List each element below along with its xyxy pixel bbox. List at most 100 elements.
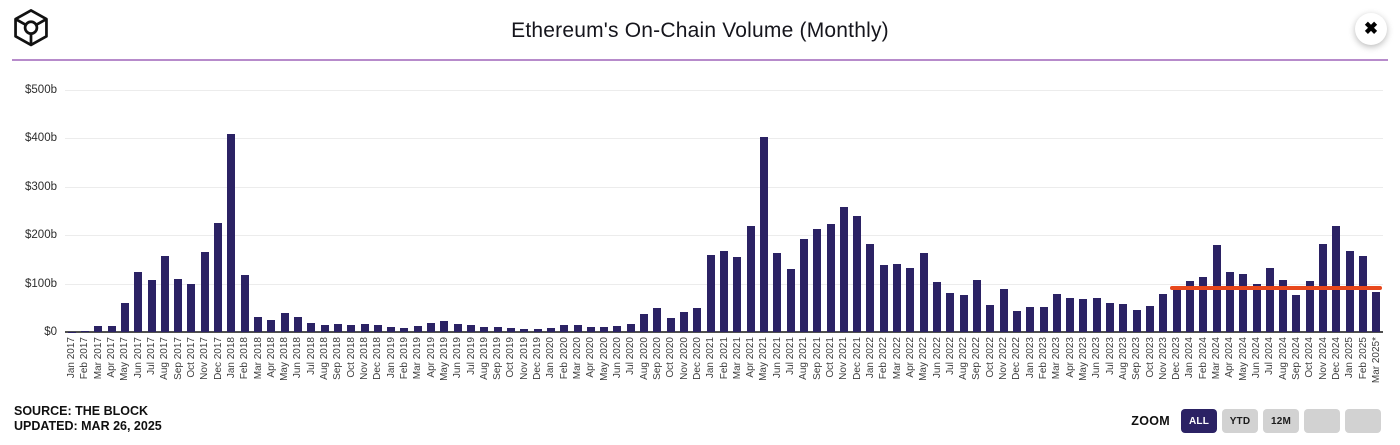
bar-dec-2020[interactable] — [693, 307, 702, 332]
bar-jul-2024[interactable] — [1265, 268, 1274, 332]
bar-sep-2020[interactable] — [653, 308, 662, 332]
bar-aug-2019[interactable] — [480, 326, 489, 332]
bar-mar-2023[interactable] — [1052, 294, 1061, 332]
bar-jan-2020[interactable] — [546, 327, 555, 332]
zoom-button-4[interactable] — [1304, 409, 1340, 433]
bar-feb-2020[interactable] — [560, 324, 569, 332]
bar-mar-2019[interactable] — [413, 326, 422, 332]
bar-jul-2019[interactable] — [467, 325, 476, 332]
bar-jan-2025[interactable] — [1345, 250, 1354, 332]
bar-aug-2017[interactable] — [160, 256, 169, 332]
bar-mar-2022[interactable] — [893, 264, 902, 332]
bar-nov-2018[interactable] — [360, 323, 369, 332]
bar-sep-2017[interactable] — [174, 279, 183, 332]
zoom-button-12m[interactable]: 12M — [1263, 409, 1299, 433]
bar-jul-2017[interactable] — [147, 280, 156, 332]
bar-apr-2024[interactable] — [1225, 272, 1234, 332]
bar-sep-2022[interactable] — [972, 279, 981, 332]
bar-jan-2019[interactable] — [387, 327, 396, 332]
bar-dec-2023[interactable] — [1172, 287, 1181, 332]
bar-feb-2021[interactable] — [720, 250, 728, 332]
bar-jan-2021[interactable] — [706, 255, 715, 332]
bar-oct-2017[interactable] — [187, 284, 196, 332]
bar-apr-2023[interactable] — [1066, 297, 1075, 332]
zoom-button-5[interactable] — [1345, 409, 1381, 433]
bar-nov-2020[interactable] — [680, 311, 689, 332]
bar-feb-2017[interactable] — [80, 331, 89, 332]
bar-aug-2021[interactable] — [799, 239, 808, 332]
bar-dec-2017[interactable] — [214, 223, 223, 332]
zoom-button-all[interactable]: ALL — [1181, 409, 1217, 433]
bar-jul-2020[interactable] — [626, 323, 635, 332]
bar-dec-2018[interactable] — [373, 324, 382, 332]
bar-mar-2021[interactable] — [733, 256, 742, 332]
bar-sep-2021[interactable] — [813, 228, 822, 332]
bar-feb-2025[interactable] — [1359, 255, 1368, 332]
bar-aug-2018[interactable] — [320, 324, 329, 332]
bar-jun-2024[interactable] — [1252, 283, 1261, 332]
bar-feb-2023[interactable] — [1039, 306, 1048, 332]
bar-may-2018[interactable] — [280, 313, 289, 332]
bar-nov-2019[interactable] — [520, 328, 529, 332]
zoom-button-ytd[interactable]: YTD — [1222, 409, 1258, 433]
the-block-logo-icon[interactable] — [11, 7, 51, 52]
bar-sep-2019[interactable] — [493, 326, 502, 332]
bar-jan-2023[interactable] — [1026, 306, 1035, 332]
bar-feb-2019[interactable] — [400, 328, 409, 332]
bar-mar-2020[interactable] — [573, 324, 582, 332]
bar-aug-2020[interactable] — [640, 314, 649, 332]
bar-sep-2024[interactable] — [1292, 294, 1301, 332]
bar-nov-2017[interactable] — [200, 251, 209, 332]
bar-apr-2018[interactable] — [267, 320, 276, 332]
bar-jun-2020[interactable] — [613, 326, 622, 332]
bar-apr-2017[interactable] — [107, 326, 116, 332]
bar-jul-2021[interactable] — [786, 269, 795, 332]
bar-may-2019[interactable] — [440, 321, 449, 332]
bar-apr-2019[interactable] — [427, 322, 436, 332]
bar-oct-2019[interactable] — [506, 327, 515, 332]
close-button[interactable]: ✖ — [1355, 13, 1387, 45]
bar-may-2024[interactable] — [1239, 273, 1248, 332]
bar-dec-2019[interactable] — [533, 328, 542, 332]
bar-dec-2024[interactable] — [1332, 225, 1341, 332]
bar-jul-2022[interactable] — [946, 292, 955, 332]
bar-sep-2018[interactable] — [333, 323, 342, 332]
bar-nov-2022[interactable] — [999, 289, 1008, 332]
bar-may-2017[interactable] — [120, 303, 129, 332]
bar-dec-2022[interactable] — [1012, 311, 1021, 332]
bar-jul-2023[interactable] — [1106, 303, 1115, 332]
bar-jan-2022[interactable] — [866, 243, 875, 332]
bar-jun-2018[interactable] — [293, 316, 302, 332]
bar-jun-2023[interactable] — [1092, 298, 1101, 332]
bar-jun-2021[interactable] — [773, 253, 782, 332]
bar-jun-2019[interactable] — [453, 324, 462, 332]
bar-oct-2023[interactable] — [1146, 305, 1155, 332]
bar-jan-2017[interactable] — [67, 331, 76, 332]
bar-oct-2021[interactable] — [826, 224, 835, 332]
bar-aug-2024[interactable] — [1279, 279, 1288, 332]
bar-jun-2017[interactable] — [134, 271, 143, 332]
bar-apr-2021[interactable] — [746, 226, 755, 332]
bar-sep-2023[interactable] — [1132, 310, 1141, 332]
bar-mar-2025[interactable] — [1372, 292, 1381, 332]
bar-mar-2017[interactable] — [94, 326, 103, 332]
bar-nov-2023[interactable] — [1159, 294, 1168, 332]
bar-jul-2018[interactable] — [307, 322, 316, 332]
bar-may-2022[interactable] — [919, 252, 928, 332]
bar-feb-2024[interactable] — [1199, 276, 1208, 332]
bar-may-2021[interactable] — [759, 136, 768, 332]
bar-jun-2022[interactable] — [933, 281, 941, 332]
bar-may-2020[interactable] — [600, 326, 609, 332]
bar-nov-2021[interactable] — [839, 207, 848, 332]
bar-oct-2018[interactable] — [347, 325, 356, 332]
bar-jan-2024[interactable] — [1185, 280, 1194, 332]
bar-aug-2022[interactable] — [959, 294, 968, 332]
bar-apr-2022[interactable] — [906, 268, 915, 332]
bar-apr-2020[interactable] — [586, 327, 595, 332]
bar-oct-2024[interactable] — [1305, 280, 1314, 332]
bar-oct-2020[interactable] — [666, 317, 675, 332]
bar-may-2023[interactable] — [1079, 299, 1088, 332]
bar-mar-2018[interactable] — [254, 317, 263, 332]
bar-oct-2022[interactable] — [986, 305, 995, 332]
bar-aug-2023[interactable] — [1119, 304, 1128, 332]
